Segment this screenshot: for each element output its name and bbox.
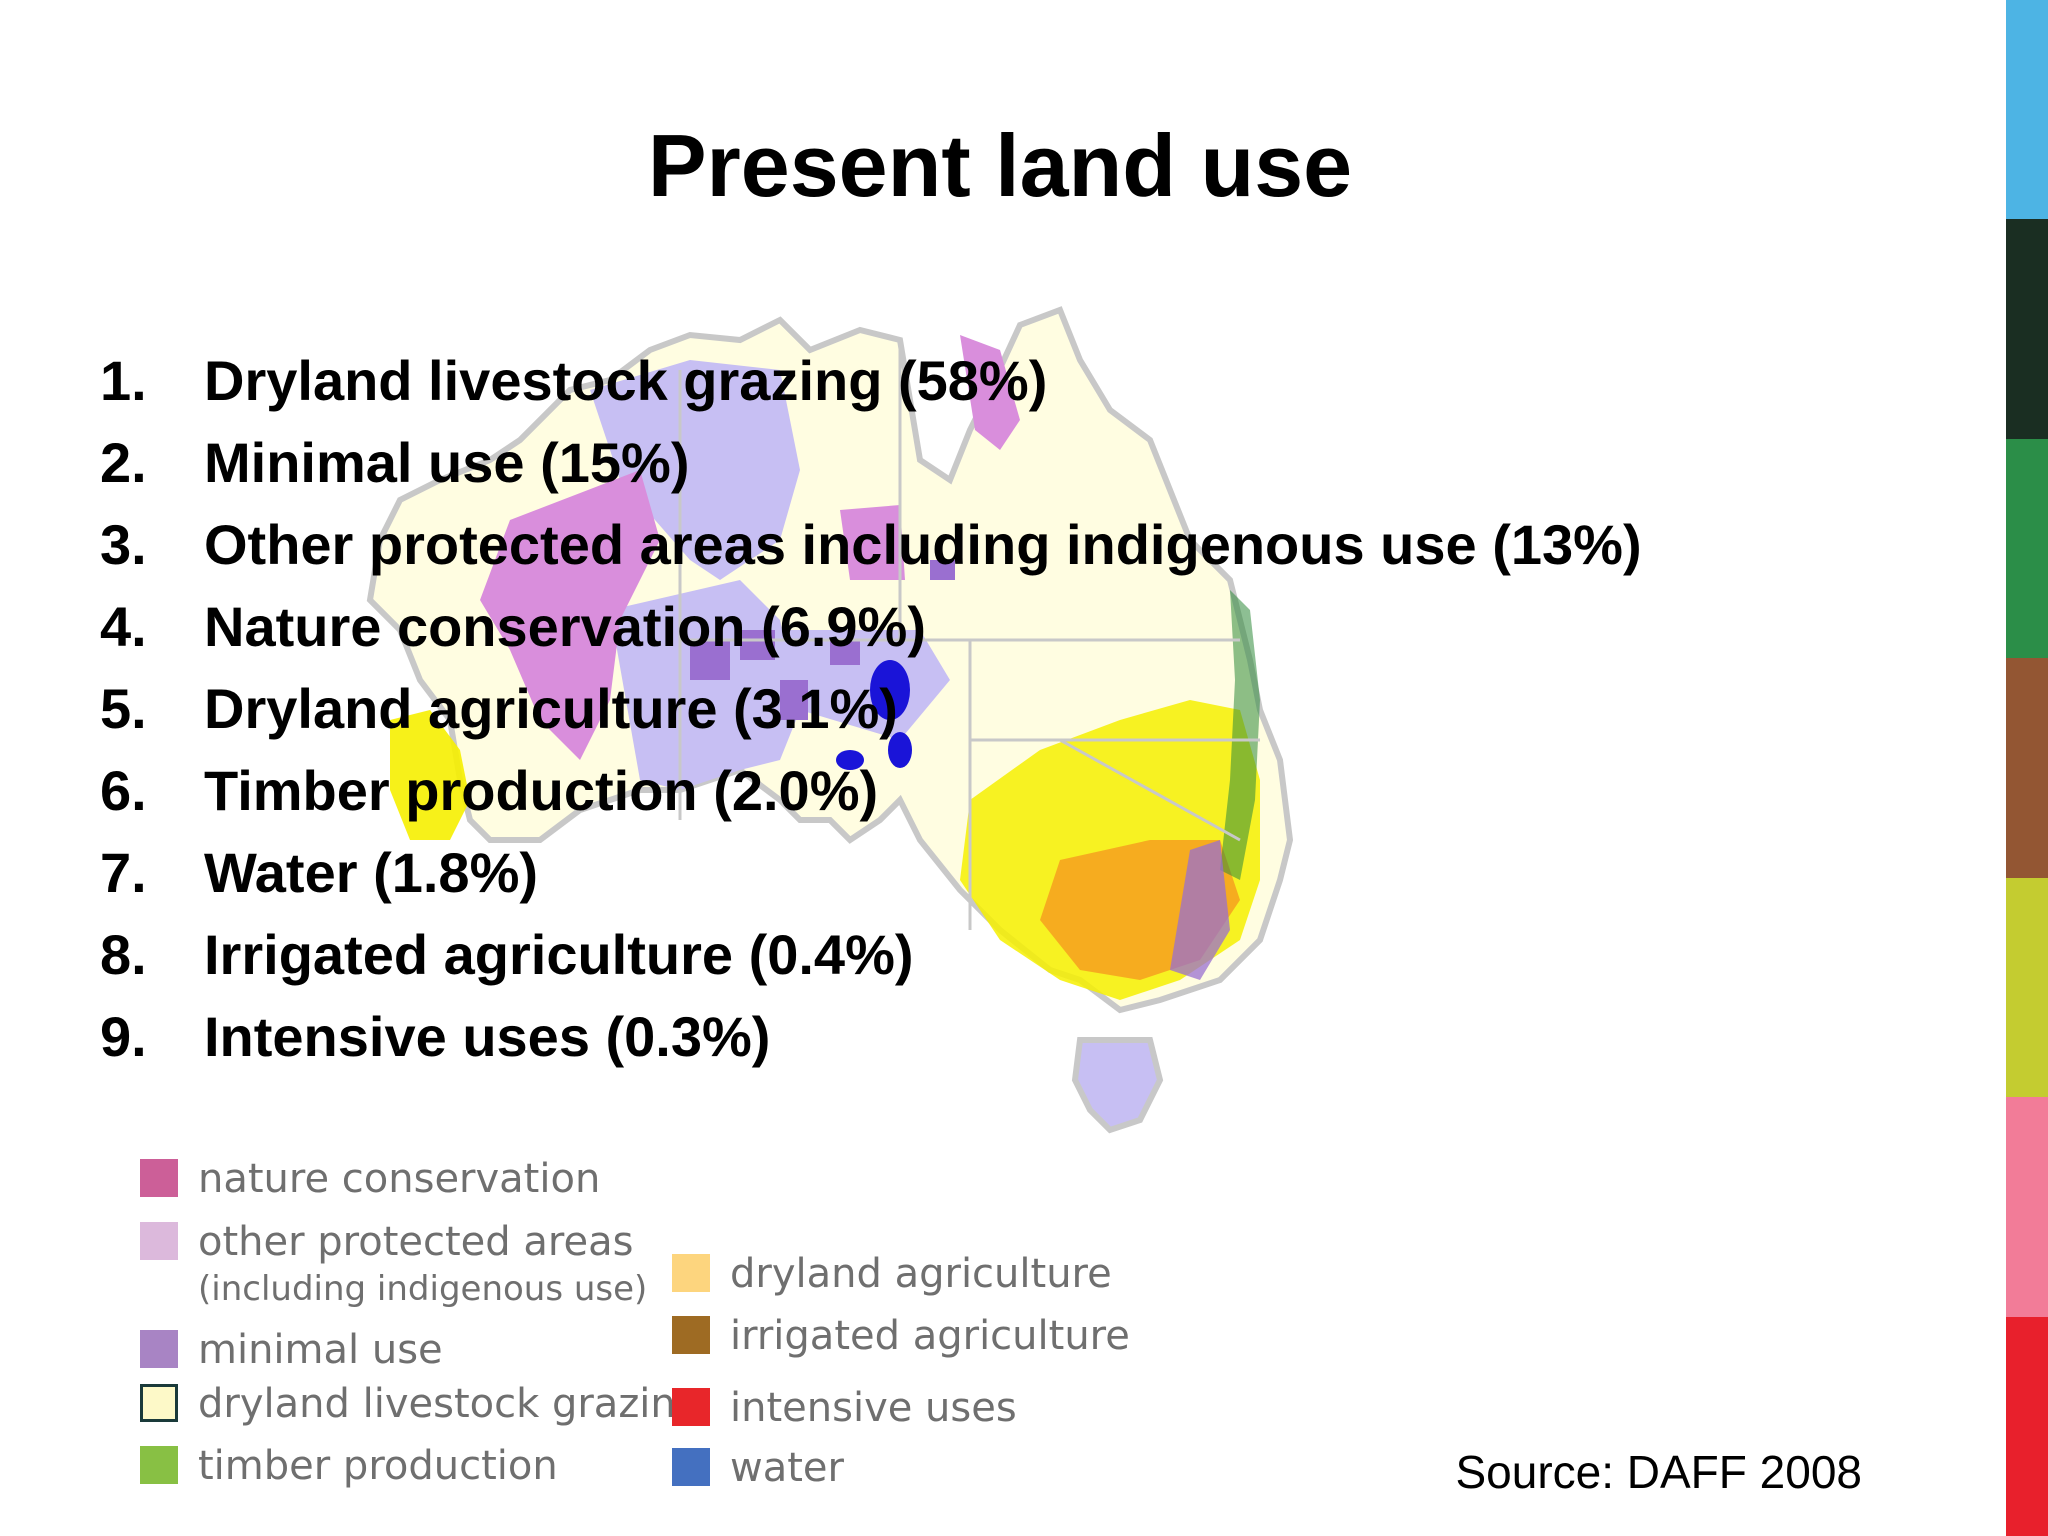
state-border: [1059, 738, 1241, 842]
color-bar-segment: [2006, 658, 2048, 878]
color-bar-segment: [2006, 1316, 2048, 1536]
slide-title: Present land use: [647, 116, 1353, 215]
list-item: 7. Water (1.8%): [100, 841, 539, 904]
legend-water: water: [672, 1444, 844, 1492]
protected-area-region: [840, 505, 905, 580]
legend-swatch: [140, 1446, 178, 1484]
minimal-use-patch: [740, 630, 775, 660]
list-item: 1. Dryland livestock grazing (58%): [100, 349, 1048, 412]
legend-swatch: [672, 1388, 710, 1426]
list-item: 6. Timber production (2.0%): [100, 759, 879, 822]
protected-area-region: [960, 335, 1020, 450]
color-bar-segment: [2006, 877, 2048, 1098]
source-citation: Source: DAFF 2008: [1455, 1446, 1862, 1498]
protected-area-region: [480, 470, 660, 760]
minimal-use-region: [590, 360, 800, 580]
color-bar-segment: [2006, 0, 2048, 220]
list-item: 2. Minimal use (15%): [100, 431, 690, 494]
legend-swatch: [140, 1330, 178, 1368]
list-item: 4. Nature conservation (6.9%): [100, 595, 926, 658]
list-item: 3. Other protected areas including indige…: [100, 513, 1642, 576]
legend-irrigated-agriculture: irrigated agriculture: [672, 1312, 1130, 1360]
legend-swatch: [672, 1448, 710, 1486]
legend-nature-conservation: nature conservation: [140, 1155, 600, 1203]
color-bar-segment: [2006, 1097, 2048, 1317]
legend-timber-production: timber production: [140, 1442, 558, 1490]
legend-other-protected: other protected areas (including indigen…: [140, 1218, 647, 1312]
land-use-list: 1. Dryland livestock grazing (58%) 2. Mini…: [100, 340, 1642, 1078]
water-body: [888, 732, 912, 768]
legend-swatch: [672, 1316, 710, 1354]
legend-swatch: [672, 1254, 710, 1292]
legend-intensive-uses: intensive uses: [672, 1384, 1017, 1432]
water-body: [870, 660, 910, 720]
minimal-use-region: [780, 630, 950, 740]
decorative-color-bar: [2006, 0, 2048, 1536]
minimal-use-patch: [780, 680, 808, 720]
timber-strip: [1220, 590, 1260, 880]
list-item: 8. Irrigated agriculture (0.4%): [100, 923, 914, 986]
legend-minimal-use: minimal use: [140, 1326, 443, 1374]
legend-swatch: [140, 1384, 178, 1422]
australia-land-use-map: [366, 306, 1294, 1134]
minimal-use-patch: [930, 560, 955, 580]
list-item: 9. Intensive uses (0.3%): [100, 1005, 771, 1068]
tasmania: [1071, 1037, 1164, 1134]
minimal-use-strip: [1170, 840, 1230, 980]
minimal-use-patch: [830, 640, 860, 665]
legend-dryland-grazing: dryland livestock grazing: [140, 1380, 701, 1428]
legend-swatch: [140, 1159, 178, 1197]
color-bar-segment: [2006, 438, 2048, 659]
list-item: 5. Dryland agriculture (3.1%): [100, 677, 898, 740]
color-bar-segment: [2006, 219, 2048, 439]
minimal-use-patch: [690, 640, 730, 680]
legend-swatch: [140, 1222, 178, 1260]
water-body: [836, 750, 864, 770]
legend-dryland-agriculture: dryland agriculture: [672, 1250, 1112, 1298]
agriculture-belt-southwest: [390, 710, 470, 840]
